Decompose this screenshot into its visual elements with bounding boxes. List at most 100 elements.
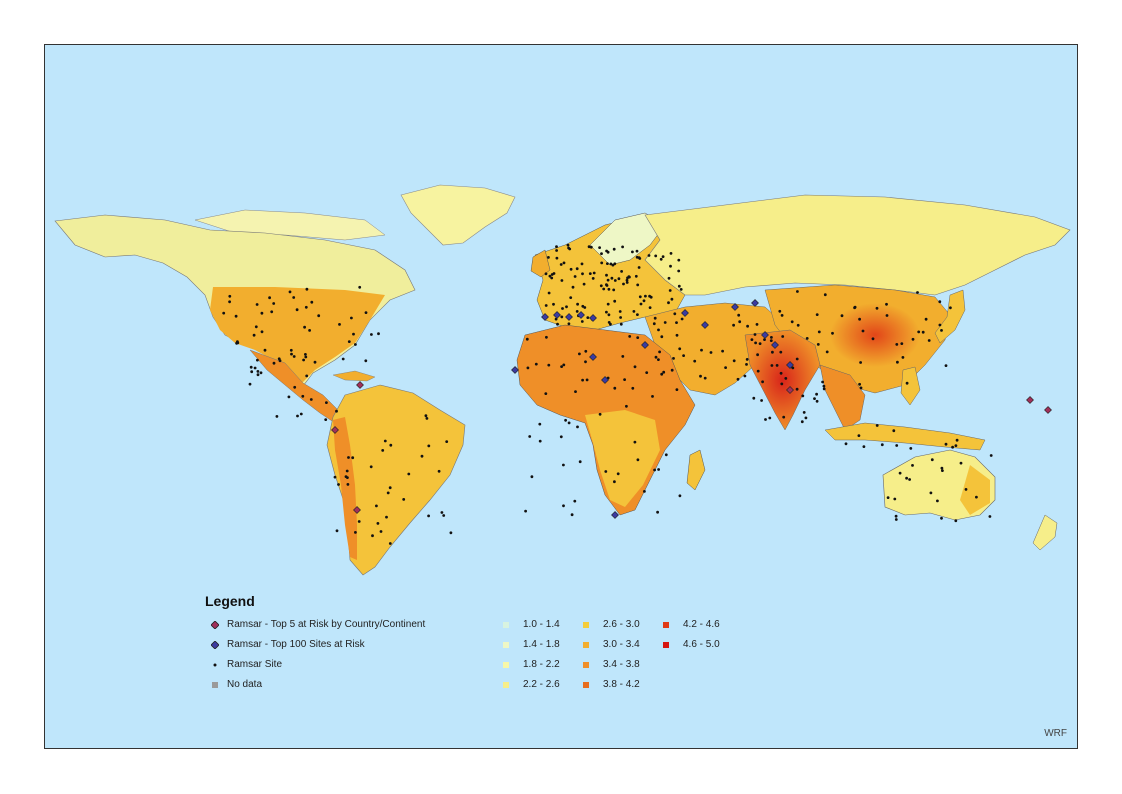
ramsar-site-marker: [815, 399, 819, 403]
ramsar-site-marker: [304, 355, 308, 359]
ramsar-site-marker: [643, 490, 646, 493]
ramsar-site-marker: [578, 352, 581, 356]
ramsar-site-marker: [575, 310, 579, 313]
legend-class-label: 2.6 - 3.0: [603, 619, 640, 630]
ramsar-site-marker: [823, 293, 827, 297]
ramsar-site-marker: [815, 392, 818, 396]
ramsar-site-marker: [377, 332, 380, 336]
ramsar-site-marker: [636, 458, 640, 462]
top100-risk-marker: [771, 341, 779, 349]
ramsar-site-marker: [642, 299, 646, 303]
ramsar-site-marker: [310, 300, 314, 304]
ramsar-site-marker: [768, 416, 772, 420]
map-frame: Legend Ramsar - Top 5 at Risk by Country…: [44, 44, 1078, 749]
ramsar-site-marker: [875, 424, 879, 427]
ramsar-site-marker: [911, 464, 914, 467]
madagascar: [686, 449, 706, 491]
ramsar-site-marker: [756, 353, 759, 357]
ramsar-site-marker: [604, 470, 608, 473]
usa-region: [210, 287, 385, 385]
ramsar-site-marker: [921, 330, 925, 334]
ramsar-site-marker: [234, 314, 238, 318]
ramsar-site-marker: [619, 322, 623, 326]
ramsar-site-marker: [936, 499, 939, 503]
ramsar-site-marker: [989, 454, 993, 457]
ramsar-site-marker: [844, 442, 848, 446]
ramsar-site-marker: [753, 333, 757, 336]
legend-class-label: 3.0 - 3.4: [603, 639, 640, 650]
ramsar-site-marker: [544, 272, 548, 276]
ramsar-site-marker: [383, 439, 387, 443]
ramsar-site-marker: [639, 302, 643, 306]
ramsar-site-marker: [263, 348, 267, 352]
ramsar-site-marker: [659, 257, 663, 261]
top100-risk-marker: [601, 376, 609, 384]
ramsar-site-marker: [555, 245, 558, 249]
ramsar-site-marker: [611, 263, 615, 267]
ramsar-site-marker: [308, 329, 311, 332]
ramsar-site-marker: [944, 442, 948, 446]
ramsar-site-marker: [940, 329, 943, 332]
ramsar-site-marker: [385, 515, 388, 519]
ramsar-site-marker: [975, 495, 978, 499]
ramsar-site-marker: [324, 418, 328, 421]
ramsar-site-marker: [575, 267, 579, 271]
ramsar-site-marker: [567, 421, 571, 425]
ramsar-site-marker: [288, 290, 292, 294]
ramsar-site-marker: [660, 372, 664, 376]
ramsar-site-marker: [858, 382, 861, 386]
ramsar-site-marker: [795, 387, 799, 391]
ramsar-site-marker: [631, 250, 634, 254]
ramsar-site-marker: [370, 333, 373, 336]
top100-risk-marker: [589, 314, 597, 322]
ramsar-site-marker: [260, 311, 264, 315]
ramsar-site-marker: [528, 435, 532, 438]
ramsar-site-marker: [673, 312, 677, 316]
dot-icon: [213, 663, 217, 667]
ramsar-site-marker: [817, 330, 821, 334]
ramsar-site-marker: [437, 469, 441, 473]
ramsar-site-marker: [901, 356, 905, 359]
ramsar-site-marker: [305, 287, 309, 291]
top100-risk-marker: [511, 366, 519, 374]
ramsar-site-marker: [682, 354, 685, 357]
ramsar-site-marker: [335, 409, 338, 413]
ramsar-site-marker: [524, 509, 527, 513]
ramsar-site-marker: [389, 443, 393, 447]
ramsar-site-marker: [369, 465, 373, 469]
ramsar-site-marker: [253, 366, 257, 370]
ramsar-site-marker: [644, 294, 647, 298]
ramsar-site-marker: [638, 295, 642, 299]
ramsar-site-marker: [256, 373, 260, 377]
ramsar-site-marker: [636, 336, 640, 339]
ramsar-site-marker: [562, 363, 566, 367]
ramsar-site-marker: [567, 322, 571, 326]
ramsar-site-marker: [304, 305, 308, 309]
ramsar-site-marker: [290, 352, 293, 356]
ramsar-site-marker: [623, 378, 626, 381]
ramsar-site-marker: [670, 297, 674, 301]
greenland: [400, 184, 516, 246]
ramsar-sites-layer: [222, 243, 1052, 545]
ramsar-site-marker: [669, 264, 672, 268]
ramsar-site-marker: [791, 366, 795, 370]
ramsar-site-marker: [651, 395, 654, 398]
ramsar-site-marker: [654, 254, 658, 258]
ramsar-site-marker: [905, 381, 909, 385]
ramsar-site-marker: [895, 444, 899, 447]
ramsar-site-marker: [761, 380, 764, 384]
ramsar-site-marker: [664, 453, 668, 457]
ramsar-site-marker: [560, 315, 564, 319]
ramsar-site-marker: [250, 370, 254, 374]
ramsar-site-marker: [647, 254, 651, 257]
ramsar-site-marker: [894, 518, 898, 521]
ramsar-site-marker: [658, 350, 661, 354]
ramsar-site-marker: [743, 374, 747, 378]
ramsar-site-marker: [859, 361, 862, 364]
ramsar-site-marker: [337, 483, 340, 486]
ramsar-site-marker: [625, 281, 629, 284]
ramsar-site-marker: [580, 262, 584, 266]
ramsar-site-marker: [569, 296, 573, 299]
ramsar-site-marker: [821, 380, 824, 384]
ramsar-site-marker: [354, 343, 357, 346]
